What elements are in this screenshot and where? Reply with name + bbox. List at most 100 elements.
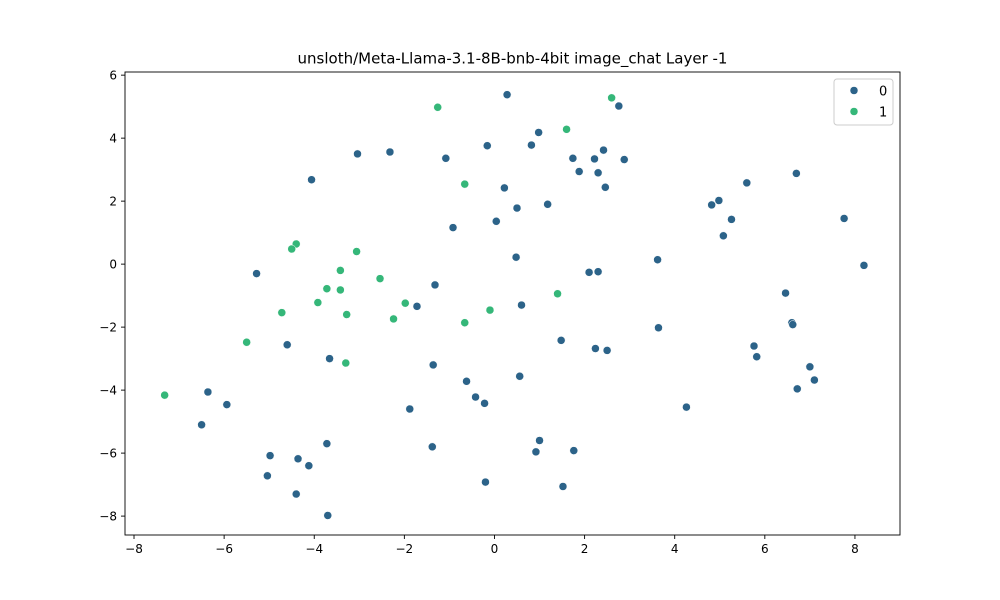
data-point-series-0 — [515, 372, 524, 381]
data-point-series-0 — [727, 215, 736, 224]
data-point-series-0 — [405, 404, 415, 414]
data-point-series-0 — [531, 447, 541, 457]
data-point-series-1 — [352, 247, 361, 256]
data-point-series-0 — [323, 511, 333, 520]
data-point-series-0 — [500, 183, 509, 193]
data-point-series-0 — [601, 183, 610, 192]
data-point-series-1 — [341, 358, 351, 368]
data-point-series-0 — [293, 454, 303, 464]
data-point-series-0 — [534, 128, 543, 137]
legend-box — [833, 78, 894, 126]
data-point-series-1 — [242, 337, 251, 347]
data-point-series-1 — [562, 125, 571, 134]
y-tick-label: −2 — [99, 321, 117, 335]
x-tick-label: 6 — [761, 542, 769, 556]
x-tick-label: −4 — [305, 542, 323, 556]
data-point-series-0 — [512, 203, 522, 213]
x-tick-label: −8 — [125, 542, 143, 556]
data-point-series-0 — [602, 346, 612, 355]
x-tick-label: 8 — [851, 542, 859, 556]
data-point-series-0 — [599, 145, 608, 155]
data-point-series-0 — [291, 489, 301, 499]
legend-marker-series-0 — [849, 86, 859, 95]
data-point-series-0 — [282, 340, 292, 350]
data-point-series-0 — [719, 231, 728, 241]
data-point-series-0 — [752, 352, 761, 361]
y-tick-label: 0 — [109, 258, 117, 272]
data-point-series-0 — [517, 300, 526, 310]
y-tick-label: 2 — [109, 195, 117, 209]
data-point-series-1 — [433, 103, 442, 112]
data-point-series-0 — [810, 375, 819, 385]
data-point-series-0 — [265, 451, 275, 460]
data-point-series-0 — [511, 252, 521, 262]
data-point-series-0 — [428, 442, 437, 452]
data-point-series-0 — [584, 268, 594, 277]
data-point-series-1 — [460, 179, 469, 189]
data-point-series-0 — [590, 154, 599, 164]
data-point-series-0 — [527, 140, 536, 150]
data-point-series-0 — [593, 168, 603, 178]
data-point-series-0 — [462, 377, 471, 386]
data-point-series-0 — [682, 402, 691, 412]
data-point-series-0 — [430, 280, 440, 290]
data-point-series-1 — [287, 244, 296, 254]
data-point-series-1 — [277, 308, 287, 317]
data-point-series-0 — [441, 154, 451, 163]
data-point-series-0 — [654, 323, 663, 333]
data-point-series-0 — [574, 167, 584, 176]
y-tick-label: −8 — [99, 510, 117, 524]
x-tick-label: 2 — [581, 542, 589, 556]
data-point-series-0 — [263, 471, 272, 481]
y-tick-label: −4 — [99, 384, 117, 398]
y-axis-ticks: −8 −6 −4 −2 0 2 4 6 — [99, 69, 125, 524]
x-axis-ticks: −8 −6 −4 −2 0 2 4 6 8 — [125, 535, 859, 556]
data-point-series-1 — [553, 289, 562, 298]
data-point-series-0 — [428, 360, 438, 370]
legend-label-series-0: 0 — [879, 85, 887, 100]
data-point-series-0 — [591, 344, 600, 353]
data-point-series-0 — [805, 362, 815, 372]
x-tick-label: 4 — [671, 542, 679, 556]
data-point-series-0 — [448, 223, 458, 232]
data-point-series-0 — [197, 420, 206, 430]
data-point-series-0 — [471, 392, 480, 402]
data-point-series-0 — [412, 302, 422, 311]
data-point-series-0 — [481, 477, 490, 487]
data-point-series-0 — [788, 320, 798, 329]
data-point-series-0 — [593, 267, 603, 276]
data-point-series-0 — [353, 149, 362, 159]
data-point-series-0 — [653, 255, 662, 264]
x-tick-label: −6 — [215, 542, 233, 556]
data-point-series-1 — [313, 298, 323, 307]
data-point-series-0 — [304, 461, 314, 470]
data-point-series-1 — [485, 305, 495, 315]
data-point-series-0 — [322, 439, 332, 448]
data-point-series-0 — [839, 214, 849, 223]
legend-label-series-1: 1 — [879, 106, 887, 121]
data-points — [160, 90, 869, 520]
data-point-series-0 — [502, 90, 512, 99]
data-point-series-0 — [252, 269, 261, 278]
data-point-series-0 — [492, 217, 501, 226]
x-tick-label: −2 — [396, 542, 414, 556]
data-point-series-0 — [535, 436, 544, 445]
data-point-series-1 — [401, 298, 410, 308]
data-point-series-0 — [480, 399, 489, 408]
x-tick-label: 0 — [491, 542, 499, 556]
data-point-series-0 — [792, 169, 801, 178]
data-point-series-0 — [793, 384, 802, 394]
data-point-series-1 — [336, 266, 345, 275]
data-point-series-1 — [389, 314, 398, 324]
plot-area-frame — [124, 71, 901, 536]
data-point-series-0 — [556, 336, 566, 345]
data-point-series-0 — [859, 261, 869, 270]
y-tick-label: −6 — [99, 447, 117, 461]
data-point-series-1 — [160, 390, 169, 400]
data-point-series-1 — [460, 318, 469, 327]
data-point-series-0 — [307, 175, 316, 184]
data-point-series-1 — [336, 285, 345, 295]
data-point-series-0 — [614, 101, 624, 111]
